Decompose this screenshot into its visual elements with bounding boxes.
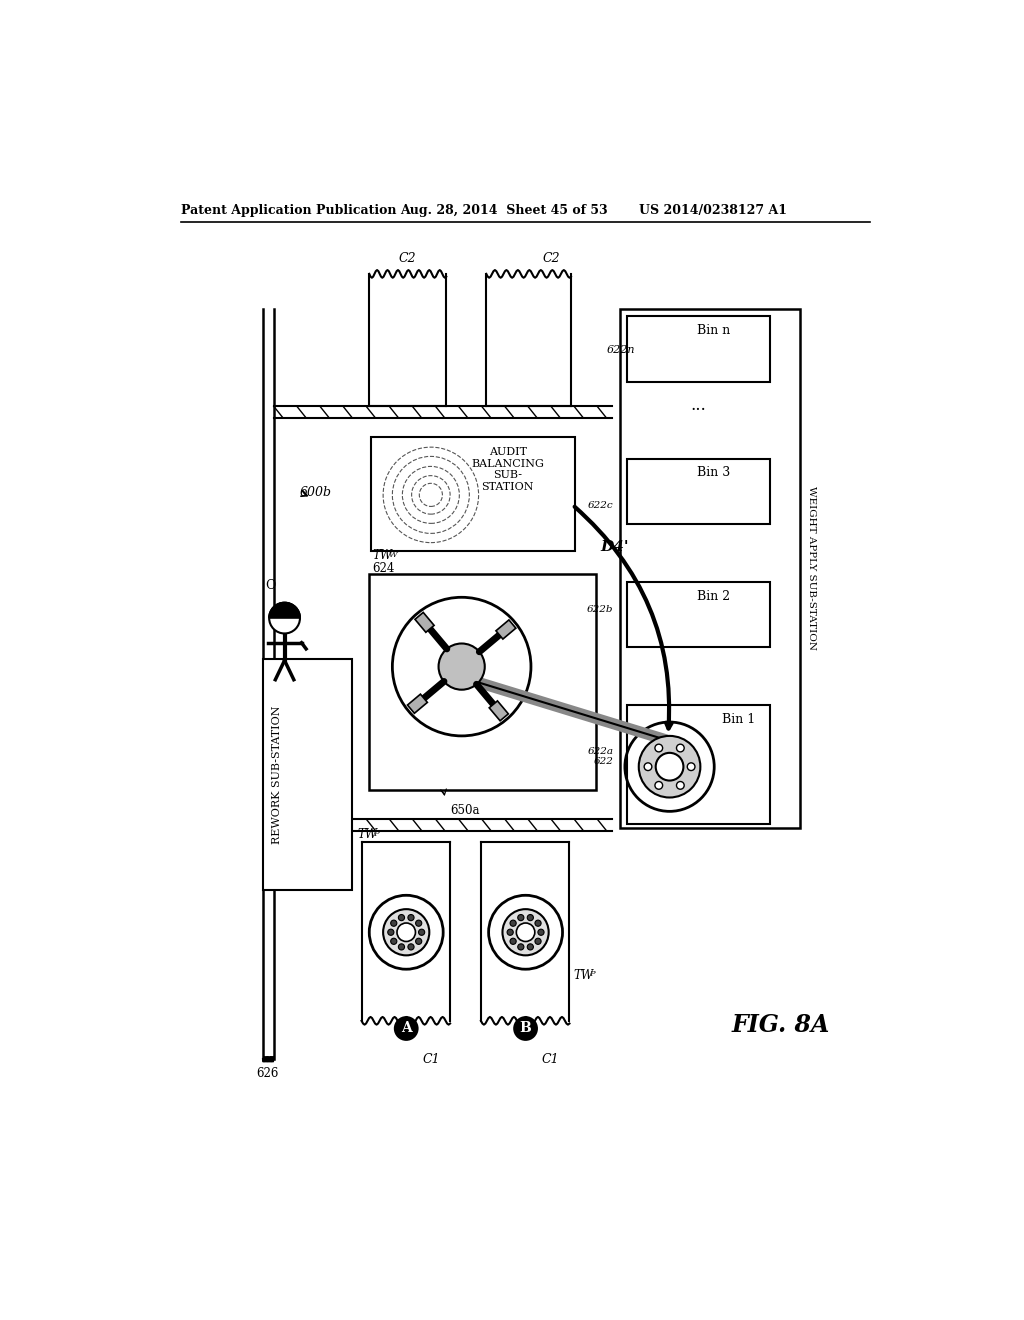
Circle shape bbox=[397, 923, 416, 941]
Polygon shape bbox=[408, 694, 427, 713]
Circle shape bbox=[639, 737, 700, 797]
Text: 622a: 622a bbox=[588, 747, 613, 756]
Circle shape bbox=[398, 944, 404, 950]
Text: US 2014/0238127 A1: US 2014/0238127 A1 bbox=[639, 205, 786, 218]
Text: Aug. 28, 2014  Sheet 45 of 53: Aug. 28, 2014 Sheet 45 of 53 bbox=[400, 205, 607, 218]
Text: TW: TW bbox=[573, 969, 593, 982]
Text: 650a: 650a bbox=[451, 804, 479, 817]
Text: Bin 2: Bin 2 bbox=[697, 590, 730, 603]
Text: O: O bbox=[265, 579, 275, 591]
Circle shape bbox=[527, 915, 534, 920]
Circle shape bbox=[677, 744, 684, 752]
Bar bbox=[263, 659, 351, 890]
Text: TW: TW bbox=[357, 829, 378, 841]
Circle shape bbox=[388, 929, 394, 936]
Text: P: P bbox=[373, 829, 379, 838]
Text: 622c: 622c bbox=[588, 502, 613, 510]
Circle shape bbox=[535, 920, 541, 927]
Circle shape bbox=[391, 939, 397, 944]
Polygon shape bbox=[415, 612, 434, 632]
Circle shape bbox=[518, 915, 524, 920]
Text: ...: ... bbox=[690, 397, 706, 414]
Text: 626: 626 bbox=[256, 1067, 279, 1080]
Circle shape bbox=[527, 944, 534, 950]
Text: Patent Application Publication: Patent Application Publication bbox=[180, 205, 396, 218]
Bar bbox=[371, 437, 574, 552]
Text: Bin 1: Bin 1 bbox=[722, 713, 756, 726]
Circle shape bbox=[408, 915, 414, 920]
Circle shape bbox=[516, 923, 535, 941]
Text: WEIGHT APPLY SUB-STATION: WEIGHT APPLY SUB-STATION bbox=[807, 486, 816, 649]
Circle shape bbox=[394, 1016, 418, 1040]
Bar bbox=[628, 705, 770, 825]
Text: B: B bbox=[520, 1022, 531, 1035]
Circle shape bbox=[438, 644, 484, 690]
Text: Bin 3: Bin 3 bbox=[696, 466, 730, 479]
Text: 622n: 622n bbox=[606, 345, 635, 355]
Circle shape bbox=[416, 920, 422, 927]
Text: BALANCING: BALANCING bbox=[471, 459, 545, 469]
Polygon shape bbox=[496, 620, 516, 639]
Circle shape bbox=[510, 939, 516, 944]
Circle shape bbox=[408, 944, 414, 950]
Circle shape bbox=[538, 929, 544, 936]
Text: W: W bbox=[388, 552, 397, 560]
Circle shape bbox=[507, 929, 513, 936]
Circle shape bbox=[687, 763, 695, 771]
Text: 622b: 622b bbox=[587, 605, 613, 614]
Circle shape bbox=[655, 781, 663, 789]
Circle shape bbox=[419, 929, 425, 936]
Text: REWORK SUB-STATION: REWORK SUB-STATION bbox=[272, 705, 283, 843]
Text: C1: C1 bbox=[422, 1053, 439, 1067]
Circle shape bbox=[514, 1016, 538, 1040]
Text: C1: C1 bbox=[542, 1053, 559, 1067]
Circle shape bbox=[518, 944, 524, 950]
Text: P: P bbox=[589, 970, 594, 978]
Text: C2: C2 bbox=[543, 252, 560, 264]
Text: D4': D4' bbox=[600, 540, 629, 553]
Bar bbox=[620, 309, 801, 829]
Text: A: A bbox=[400, 1022, 412, 1035]
Text: C2: C2 bbox=[399, 252, 417, 264]
Bar bbox=[628, 459, 770, 524]
Text: TW: TW bbox=[373, 549, 392, 562]
Bar bbox=[628, 317, 770, 381]
Text: 624: 624 bbox=[373, 562, 394, 576]
Circle shape bbox=[510, 920, 516, 927]
Polygon shape bbox=[269, 603, 300, 618]
Circle shape bbox=[416, 939, 422, 944]
Text: Bin n: Bin n bbox=[696, 323, 730, 337]
Circle shape bbox=[677, 781, 684, 789]
Circle shape bbox=[391, 920, 397, 927]
Circle shape bbox=[398, 915, 404, 920]
Circle shape bbox=[383, 909, 429, 956]
Text: 600b: 600b bbox=[300, 486, 332, 499]
Bar bbox=[370, 574, 596, 789]
Text: FIG. 8A: FIG. 8A bbox=[731, 1014, 829, 1038]
Text: 622: 622 bbox=[594, 758, 613, 767]
Circle shape bbox=[269, 603, 300, 634]
Bar bbox=[628, 582, 770, 647]
Circle shape bbox=[644, 763, 652, 771]
Text: AUDIT: AUDIT bbox=[488, 447, 527, 457]
Circle shape bbox=[655, 744, 663, 752]
Text: STATION: STATION bbox=[481, 482, 535, 492]
Circle shape bbox=[503, 909, 549, 956]
Circle shape bbox=[535, 939, 541, 944]
Circle shape bbox=[655, 752, 683, 780]
Text: SUB-: SUB- bbox=[494, 470, 522, 480]
Polygon shape bbox=[489, 701, 508, 721]
